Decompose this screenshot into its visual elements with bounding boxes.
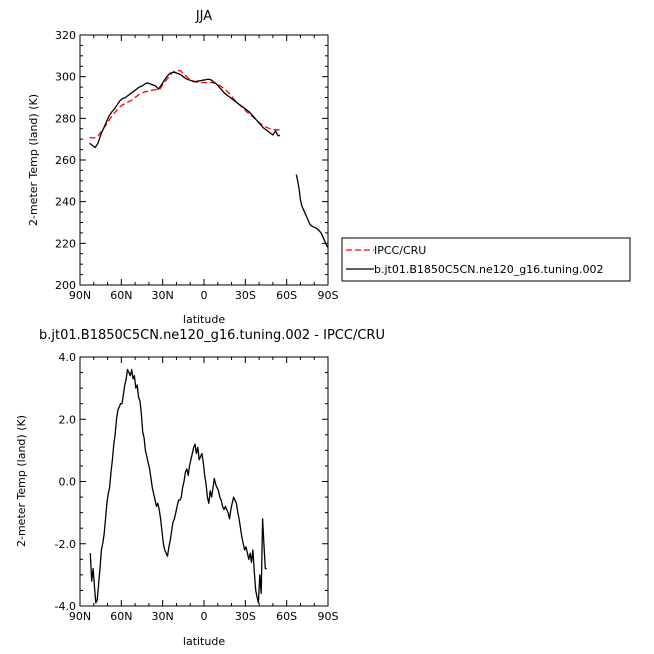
x-tick-label: 30N bbox=[152, 610, 174, 623]
y-tick-label: -2.0 bbox=[55, 538, 76, 551]
x-tick-label: 90S bbox=[318, 289, 339, 302]
legend-entry-ipcc-cru: IPCC/CRU bbox=[374, 244, 426, 257]
y-tick-label: 0.0 bbox=[59, 476, 77, 489]
plot-frame bbox=[79, 34, 329, 286]
series-lines bbox=[89, 368, 267, 604]
series-line-0-segment-0 bbox=[89, 368, 267, 604]
x-axis-label: latitude bbox=[183, 313, 225, 326]
y-tick-label: 320 bbox=[55, 29, 76, 42]
x-tick-label: 90N bbox=[69, 610, 91, 623]
x-tick-label: 30N bbox=[152, 289, 174, 302]
chart-bottom: b.jt01.B1850C5CN.ne120_g16.tuning.002 - … bbox=[15, 328, 385, 648]
legend-entry-model: b.jt01.B1850C5CN.ne120_g16.tuning.002 bbox=[374, 263, 603, 276]
y-tick-label: 200 bbox=[55, 279, 76, 292]
x-tick-label: 90S bbox=[318, 610, 339, 623]
series-lines bbox=[89, 69, 329, 248]
axis-ticks: 90N 60N 30N 0 30S 60S 90S 200 220 240 260 280 300 320 bbox=[55, 29, 339, 302]
x-tick-label: 60N bbox=[110, 289, 132, 302]
x-tick-label: 60S bbox=[276, 610, 297, 623]
x-tick-label: 90N bbox=[69, 289, 91, 302]
x-tick-label: 30S bbox=[235, 610, 256, 623]
legend: IPCC/CRU b.jt01.B1850C5CN.ne120_g16.tuni… bbox=[341, 237, 631, 282]
chart-top: JJA 90N 60N 30N 0 30S 60S 90S 200 220 240 260 280 30… bbox=[27, 9, 631, 326]
x-tick-label: 30S bbox=[235, 289, 256, 302]
y-tick-label: 240 bbox=[55, 196, 76, 209]
y-tick-label: 260 bbox=[55, 154, 76, 167]
y-tick-label: -4.0 bbox=[55, 600, 76, 613]
x-tick-label: 60S bbox=[276, 289, 297, 302]
y-tick-label: 2.0 bbox=[59, 413, 77, 426]
y-tick-label: 280 bbox=[55, 112, 76, 125]
x-axis-label: latitude bbox=[183, 635, 225, 648]
axis-ticks: 90N 60N 30N 0 30S 60S 90S -4.0 -2.0 0.0 2.0 4.0 bbox=[55, 351, 339, 623]
x-tick-label: 0 bbox=[201, 289, 208, 302]
chart-title: JJA bbox=[195, 9, 212, 24]
x-tick-label: 0 bbox=[201, 610, 208, 623]
y-tick-label: 300 bbox=[55, 71, 76, 84]
series-line-1-segment-1 bbox=[295, 174, 329, 248]
y-axis-label: 2-meter Temp (land) (K) bbox=[27, 94, 40, 226]
y-tick-label: 220 bbox=[55, 237, 76, 250]
legend-frame bbox=[341, 237, 631, 282]
plot-frame bbox=[79, 356, 329, 607]
x-tick-label: 60N bbox=[110, 610, 132, 623]
chart-title: b.jt01.B1850C5CN.ne120_g16.tuning.002 - … bbox=[39, 328, 385, 343]
y-axis-label: 2-meter Temp (land) (K) bbox=[15, 415, 28, 547]
series-line-0-segment-0 bbox=[89, 69, 280, 139]
y-tick-label: 4.0 bbox=[59, 351, 77, 364]
series-line-1-segment-0 bbox=[89, 71, 281, 149]
